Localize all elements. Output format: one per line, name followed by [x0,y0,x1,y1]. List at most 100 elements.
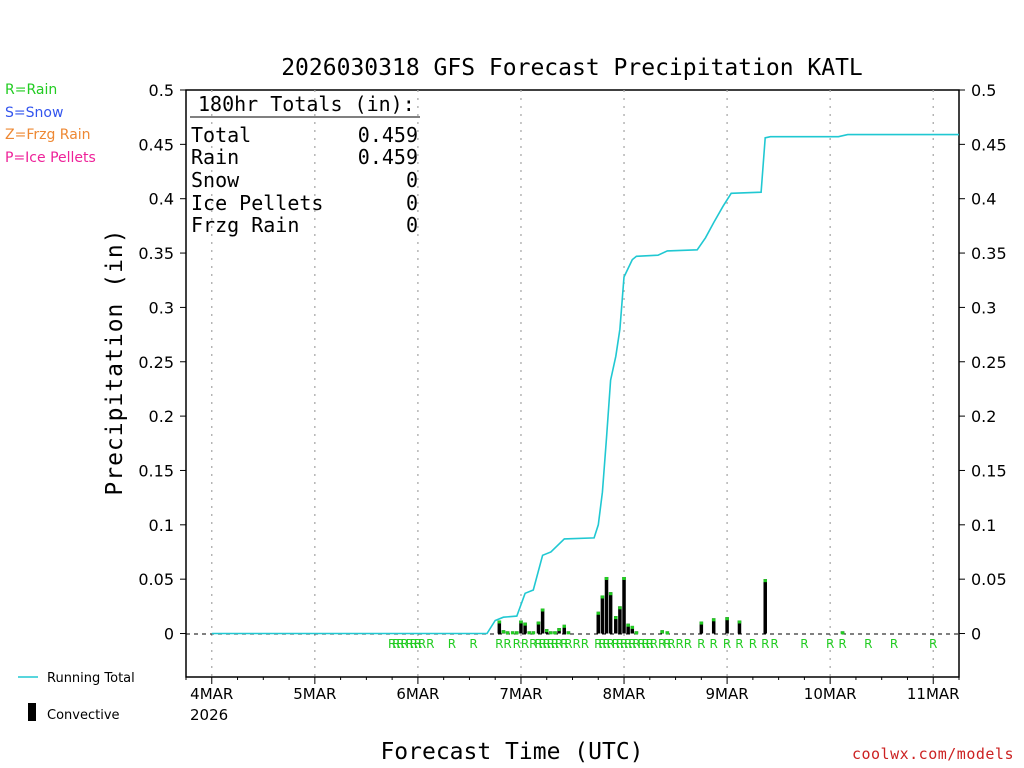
rain-marker: R [667,637,675,651]
rain-marker: R [396,637,404,651]
rain-marker: R [616,637,624,651]
rain-marker: R [749,637,757,651]
rain-marker: R [560,637,568,651]
rain-bar-cap [531,631,536,635]
convective-bar [711,618,716,634]
rain-bar-cap [596,611,601,615]
vertical-gridlines [211,90,934,677]
y-tick-label-right: 0 [971,625,981,644]
rain-marker: R [529,637,537,651]
plot-frame [185,89,960,678]
rain-marker: R [676,637,684,651]
rain-bar-cap [665,631,670,635]
y-tick-label-left: 0.35 [138,244,174,263]
legend-ice-pellets: P=Ice Pellets [5,150,96,166]
rain-marker: R [697,637,705,651]
rain-marker: R [392,637,400,651]
y-tick-label-right: 0.5 [971,81,996,100]
y-tick-label-right: 0.3 [971,298,996,317]
totals-value-snow: 0 [406,168,418,192]
convective-bar [614,616,618,634]
totals-value-ice-pellets: 0 [406,191,418,215]
totals-label-ice-pellets: Ice Pellets [191,191,323,215]
rain-marker: R [864,637,872,651]
totals-heading: 180hr Totals (in): [198,92,415,116]
convective-bar [562,624,567,634]
rain-marker: R [929,637,937,651]
convective-bar [737,620,742,634]
y-tick-label-left: 0.45 [138,135,174,154]
rain-marker: R [521,637,529,651]
x-tick-label-5mar: 5MAR [293,685,336,703]
rain-marker: R [503,637,511,651]
convective-bar [540,608,545,634]
y-tick-label-left: 0.05 [138,570,174,589]
rain-marker: R [388,637,396,651]
rain-bar-cap [626,623,630,627]
y-tick-label-left: 0.4 [149,190,174,209]
convective-bar [523,622,527,634]
rain-marker: R [612,637,620,651]
totals-label-rain: Rain [191,145,239,169]
rain-marker: R [410,637,418,651]
y-tick-label-right: 0.2 [971,407,996,426]
rain-bar-cap [840,631,845,635]
y-tick-label-right: 0.15 [971,461,1007,480]
y-tick-label-right: 0.1 [971,516,996,535]
rain-marker: R [448,637,456,651]
y-tick-label-right: 0.35 [971,244,1007,263]
convective-bar [497,620,502,634]
rain-marker: R [426,637,434,651]
rain-bar-cap [510,631,515,635]
rain-marker: R [418,637,426,651]
y-tick-label-left: 0 [164,625,174,644]
rain-marker: R [800,637,808,651]
rain-marker: R [547,637,555,651]
rain-bar-cap [519,620,523,624]
rain-marker: R [826,637,834,651]
totals-label-snow: Snow [191,168,240,192]
convective-bar [618,606,622,634]
rain-marker: R [534,637,542,651]
y-tick-label-right: 0.05 [971,570,1007,589]
x-tick-label-7mar: 7MAR [499,685,542,703]
rain-bar-cap [600,595,605,599]
y-axis-left: 0 0.05 0.1 0.15 0.2 0.25 0.3 0.35 0.4 0.45 0.5 [138,81,186,644]
rain-bar-cap [566,631,571,635]
rain-marker: R [414,637,422,651]
rain-marker: R [710,637,718,651]
rain-bar-cap [536,621,541,625]
rain-bar-cap [711,618,716,622]
totals-value-total: 0.459 [358,123,418,147]
y-tick-label-right: 0.45 [971,135,1007,154]
running-total-line [211,133,959,635]
rain-marker: R [495,637,503,651]
convective-bar [608,592,613,634]
rain-bar-cap [523,622,527,626]
rain-bar-cap [737,620,742,624]
rain-bar-cap [622,576,626,580]
rain-bar-cap [515,631,519,635]
convective-bar [763,579,767,634]
rain-bar-cap [614,616,618,620]
rain-marker: R [684,637,692,651]
y-tick-label-right: 0.25 [971,353,1007,372]
rain-marker: R [594,637,602,651]
rain-marker: R [663,637,671,651]
website-credit[interactable]: coolwx.com/models [851,745,1014,763]
rain-marker: R [650,637,658,651]
convective-bar [626,623,630,634]
convective-bar [622,576,626,634]
convective-bar [536,621,541,634]
rain-marker: R [642,637,650,651]
rain-bar-cap [763,579,767,583]
rain-marker: R [581,637,589,651]
rain-marker: R [551,637,559,651]
y-tick-label-left: 0.15 [138,461,174,480]
rain-marker: R [624,637,632,651]
rain-bar-cap [553,631,557,635]
rain-marker: R [723,637,731,651]
rain-marker: R [890,637,898,651]
